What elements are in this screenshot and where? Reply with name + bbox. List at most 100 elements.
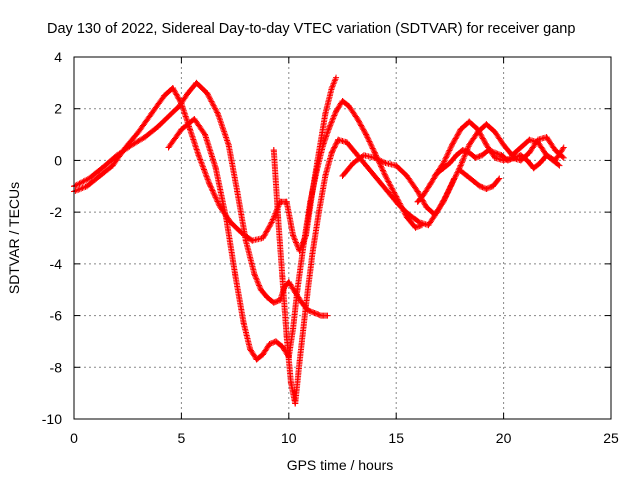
data-point: [296, 359, 303, 366]
data-point: [530, 165, 537, 172]
data-point: [266, 341, 273, 348]
data-point: [526, 136, 533, 143]
data-point: [556, 162, 563, 169]
y-axis-label: SDTVAR / TECUs: [6, 182, 22, 294]
data-point: [504, 157, 511, 164]
data-point: [165, 144, 172, 151]
data-point: [483, 121, 490, 128]
y-tick-label: -6: [50, 308, 63, 324]
data-point: [275, 214, 282, 221]
data-point: [363, 162, 370, 169]
data-point: [242, 237, 249, 244]
data-point: [311, 309, 318, 316]
data-point: [313, 167, 320, 174]
data-point: [492, 149, 499, 156]
data-point: [212, 165, 219, 172]
data-point: [371, 154, 378, 161]
data-point: [128, 141, 135, 148]
series-3-markers: [165, 98, 424, 363]
data-point: [283, 333, 290, 340]
data-point: [543, 152, 550, 159]
data-point: [324, 312, 331, 319]
series-2-markers: [71, 79, 330, 319]
series-6-markers: [431, 118, 566, 179]
data-point: [279, 343, 286, 350]
data-point: [225, 141, 232, 148]
data-point: [148, 110, 155, 117]
data-point: [550, 157, 557, 164]
x-tick-label: 5: [178, 430, 186, 446]
data-point: [476, 183, 483, 190]
data-point: [496, 175, 503, 182]
data-point: [459, 147, 466, 154]
series-3: [165, 97, 425, 363]
data-point: [421, 191, 428, 198]
series-8: [457, 167, 503, 192]
data-point: [393, 162, 400, 169]
data-point: [333, 74, 340, 81]
data-point: [195, 152, 202, 159]
data-point: [285, 278, 292, 285]
data-point: [247, 346, 254, 353]
data-point: [290, 232, 297, 239]
series-1-markers: [71, 76, 339, 254]
series-5: [339, 121, 567, 218]
data-point: [318, 312, 325, 319]
data-point: [193, 79, 200, 86]
data-point: [360, 152, 367, 159]
data-point: [300, 240, 307, 247]
data-markers: [71, 74, 567, 407]
data-point: [345, 103, 352, 110]
data-point: [249, 237, 256, 244]
data-point: [135, 128, 142, 135]
data-point: [204, 90, 211, 97]
data-point: [352, 149, 359, 156]
data-point: [414, 188, 421, 195]
data-point: [431, 211, 438, 218]
data-point: [350, 160, 357, 167]
data-point: [526, 149, 533, 156]
data-point: [283, 198, 290, 205]
data-point: [83, 183, 90, 190]
data-point: [382, 172, 389, 179]
data-point: [457, 162, 464, 169]
data-point: [371, 149, 378, 156]
data-point: [485, 147, 492, 154]
data-point: [534, 136, 541, 143]
data-point: [440, 198, 447, 205]
series-5-markers: [339, 121, 566, 218]
data-point: [466, 118, 473, 125]
data-point: [257, 286, 264, 293]
data-point: [315, 209, 322, 216]
data-point: [492, 154, 499, 161]
data-point: [434, 170, 441, 177]
data-point: [328, 85, 335, 92]
data-point: [165, 113, 172, 120]
y-tick-label: 2: [54, 101, 62, 117]
data-point: [492, 128, 499, 135]
data-point: [328, 149, 335, 156]
data-point: [191, 116, 198, 123]
data-point: [307, 198, 314, 205]
data-point: [406, 211, 413, 218]
data-point: [234, 188, 241, 195]
data-point: [395, 201, 402, 208]
chart-title: Day 130 of 2022, Sidereal Day-to-day VTE…: [47, 21, 575, 37]
data-point: [251, 271, 258, 278]
y-tick-label: -10: [42, 411, 62, 427]
data-point: [86, 175, 93, 182]
data-point: [449, 180, 456, 187]
data-point: [320, 141, 327, 148]
data-point: [440, 165, 447, 172]
data-point: [384, 188, 391, 195]
plot-frame: [73, 56, 612, 420]
x-tick-label: 15: [388, 430, 404, 446]
data-point: [287, 379, 294, 386]
data-point: [292, 400, 299, 407]
data-point: [517, 144, 524, 151]
y-tick-label: -8: [50, 359, 63, 375]
data-point: [427, 180, 434, 187]
series-6: [431, 118, 567, 179]
data-point: [98, 165, 105, 172]
data-point: [322, 172, 329, 179]
